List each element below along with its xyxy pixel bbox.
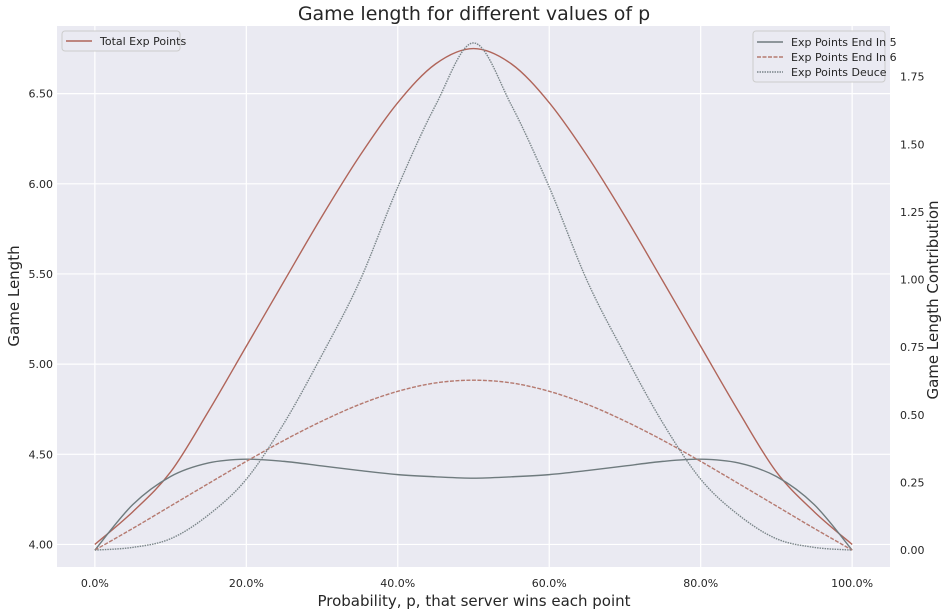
grid	[57, 26, 890, 567]
right-y-tick-label: 0.50	[900, 409, 925, 422]
plot-background	[57, 26, 890, 567]
left-y-tick-label: 6.50	[29, 88, 54, 101]
left-y-tick-label: 5.00	[29, 358, 54, 371]
x-tick-label: 100.0%	[831, 577, 873, 590]
left-y-axis-ticks: 4.00 4.50 5.00 5.50 6.00 6.50	[29, 88, 54, 552]
legend-total: Total Exp Points	[61, 30, 186, 52]
right-y-tick-label: 0.25	[900, 476, 925, 489]
right-y-axis-ticks: 0.00 0.25 0.50 0.75 1.00 1.25 1.50 1.75	[900, 71, 925, 557]
x-axis-label: Probability, p, that server wins each po…	[317, 592, 630, 610]
series-lines	[94, 42, 853, 551]
right-y-tick-label: 0.00	[900, 544, 925, 557]
right-y-tick-label: 1.00	[900, 274, 925, 287]
legend-box	[752, 30, 886, 83]
right-y-tick-label: 0.75	[900, 341, 925, 354]
x-tick-label: 20.0%	[229, 577, 264, 590]
chart-title: Game length for different values of p	[298, 3, 650, 25]
series-line-3	[94, 42, 853, 551]
x-tick-label: 0.0%	[81, 577, 109, 590]
legend-label-1: Exp Points End In 5	[791, 36, 897, 49]
legend-label-3: Exp Points Deuce	[791, 66, 887, 79]
right-y-axis-label: Game Length Contribution	[924, 200, 942, 399]
legend-label-0: Total Exp Points	[99, 35, 186, 48]
left-y-tick-label: 4.00	[29, 538, 54, 551]
x-tick-label: 40.0%	[380, 577, 415, 590]
x-tick-label: 60.0%	[532, 577, 567, 590]
left-y-tick-label: 4.50	[29, 448, 54, 461]
left-y-axis-label: Game Length	[5, 245, 23, 346]
left-y-tick-label: 5.50	[29, 268, 54, 281]
right-y-tick-label: 1.25	[900, 206, 925, 219]
right-y-tick-label: 1.50	[900, 138, 925, 151]
series-line-0	[94, 47, 853, 545]
legend-label-2: Exp Points End In 6	[791, 51, 897, 64]
x-axis-ticks: 0.0% 20.0% 40.0% 60.0% 80.0% 100.0%	[81, 577, 873, 590]
series-line-1	[94, 458, 853, 551]
left-y-tick-label: 6.00	[29, 178, 54, 191]
x-tick-label: 80.0%	[683, 577, 718, 590]
legend-contributions: Exp Points End In 5 Exp Points End In 6 Ex…	[752, 30, 897, 83]
series-line-2	[94, 379, 853, 551]
right-y-tick-label: 1.75	[900, 71, 925, 84]
legend-box	[61, 30, 181, 52]
